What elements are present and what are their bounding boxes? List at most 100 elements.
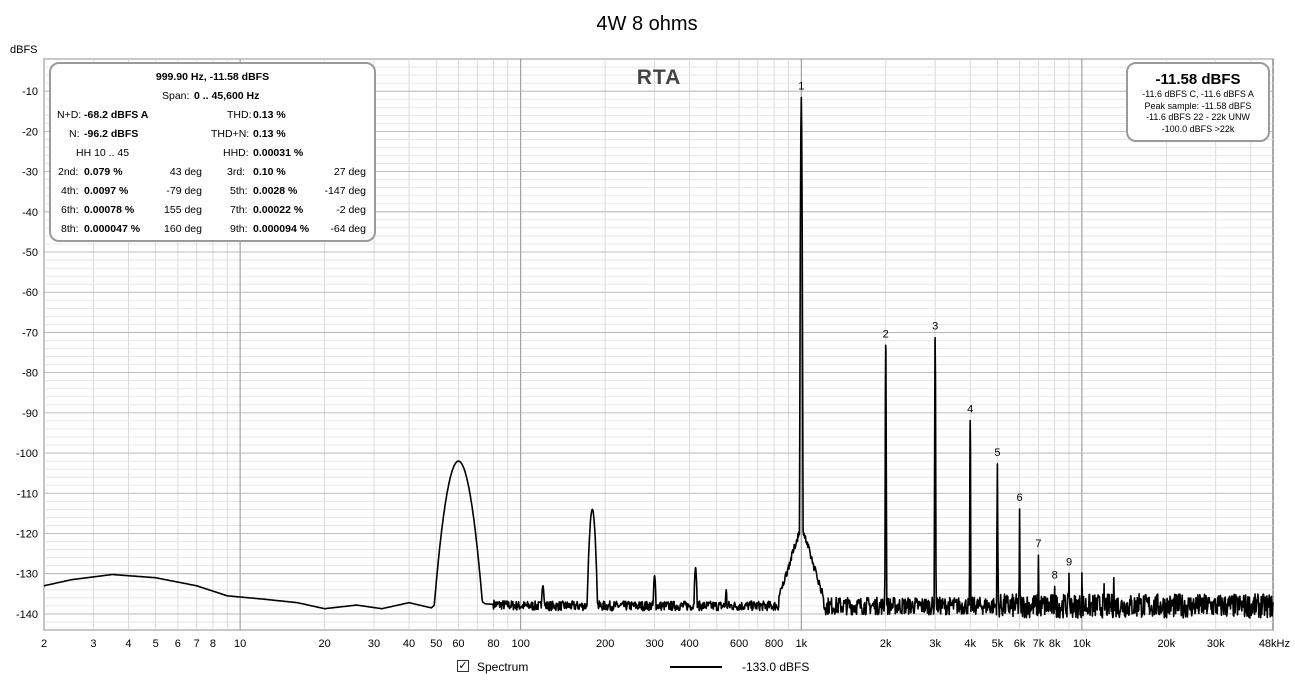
legend-line-swatch	[670, 666, 722, 668]
harmonic-row: 8th: 0.000047 % 160 deg 9th: 0.000094 % …	[51, 220, 374, 239]
harmonic-marker-label: 2	[883, 328, 889, 340]
y-tick-label: -50	[22, 247, 38, 259]
harmonic-phase: -79 deg	[166, 185, 202, 197]
y-tick-label: -100	[16, 448, 38, 460]
span-label: Span:	[162, 90, 190, 102]
x-tick-label: 30	[368, 638, 380, 650]
x-tick-label: 600	[730, 638, 748, 650]
y-tick-label: -60	[22, 287, 38, 299]
harmonic-label: 6th:	[61, 204, 79, 216]
harmonic-row: 6th: 0.00078 % 155 deg 7th: 0.00022 % -2…	[51, 201, 374, 220]
harmonic-row: 4th: 0.0097 % -79 deg 5th: 0.0028 % -147…	[51, 182, 374, 201]
harmonic-label: 2nd:	[58, 166, 79, 178]
x-tick-label: 3	[90, 638, 96, 650]
above-22k-readout: -100.0 dBFS >22k	[1161, 123, 1235, 134]
noise-label: N:	[69, 128, 80, 140]
x-tick-label: 40	[403, 638, 415, 650]
hh-range-label: HH 10 .. 45	[76, 147, 130, 159]
noise-value: -96.2 dBFS	[84, 128, 139, 140]
x-tick-label: 4k	[964, 638, 976, 650]
y-tick-label: -40	[22, 207, 38, 219]
minor-grid	[43, 58, 1273, 631]
legend-level-value: -133.0 dBFS	[742, 660, 810, 674]
y-tick-label: -110	[17, 488, 38, 500]
x-tick-label: 8k	[1049, 638, 1061, 650]
spectrum-series-line	[43, 96, 1274, 619]
x-tick-label: 48kHz	[1259, 638, 1290, 650]
level-main-readout: -11.58 dBFS	[1155, 71, 1241, 88]
harmonic-phase: -2 deg	[336, 204, 366, 216]
nd-value: -68.2 dBFS A	[84, 109, 149, 121]
fundamental-readout: 999.90 Hz, -11.58 dBFS	[155, 71, 270, 83]
x-tick-labels: 2 3 4 5 6 7 8 10 20 30 40 50 60 80 100 200 300 400 600 800 1…	[41, 638, 1290, 650]
y-tick-label: -130	[16, 569, 38, 581]
nd-label: N+D:	[57, 109, 82, 121]
harmonic-marker-label: 7	[1035, 538, 1041, 550]
harmonic-value: 0.10 %	[253, 166, 286, 178]
harmonic-marker-label: 8	[1052, 570, 1058, 582]
harmonic-value: 0.0028 %	[253, 185, 298, 197]
x-tick-label: 200	[596, 638, 614, 650]
y-tick-labels: -10 -20 -30 -40 -50 -60 -70 -80 -90 -100 -110 -120 -…	[16, 86, 38, 621]
thdn-label: THD+N:	[211, 128, 250, 140]
x-tick-label: 1k	[795, 638, 807, 650]
major-grid	[44, 59, 1273, 630]
harmonic-value: 0.000094 %	[253, 223, 310, 235]
y-tick-label: -140	[16, 609, 38, 621]
thd-label: THD:	[227, 109, 252, 121]
hhd-value: 0.00031 %	[253, 147, 304, 159]
y-tick-label: -80	[22, 368, 38, 380]
x-tick-label: 10k	[1073, 638, 1091, 650]
thdn-value: 0.13 %	[253, 128, 286, 140]
x-tick-label: 100	[512, 638, 530, 650]
legend: ✓ Spectrum -133.0 dBFS	[455, 658, 855, 678]
harmonic-phase: 27 deg	[333, 166, 366, 178]
harmonic-marker-label: 6	[1017, 492, 1023, 504]
level-meter-panel[interactable]: -11.58 dBFS -11.6 dBFS C, -11.6 dBFS A P…	[1126, 62, 1270, 142]
chart-title: 4W 8 ohms	[596, 13, 697, 35]
x-tick-label: 7k	[1033, 638, 1045, 650]
harmonic-value: 0.0097 %	[84, 185, 129, 197]
harmonic-row: 2nd: 0.079 % 43 deg 3rd: 0.10 % 27 deg	[51, 163, 374, 182]
x-tick-label: 8	[210, 638, 216, 650]
harmonic-phase: 155 deg	[164, 204, 202, 216]
x-tick-label: 5	[153, 638, 159, 650]
x-tick-label: 50	[430, 638, 442, 650]
x-tick-label: 2	[41, 638, 47, 650]
peak-sample-readout: Peak sample: -11.58 dBFS	[1144, 100, 1252, 111]
x-tick-label: 60	[452, 638, 464, 650]
span-value: 0 .. 45,600 Hz	[194, 90, 260, 102]
x-tick-label: 30k	[1207, 638, 1225, 650]
y-tick-label: -90	[22, 408, 38, 420]
harmonic-phase: 43 deg	[169, 166, 202, 178]
harmonic-label: 4th:	[61, 185, 79, 197]
x-tick-label: 80	[487, 638, 499, 650]
rta-watermark: RTA	[637, 66, 682, 89]
harmonic-label: 5th:	[230, 185, 248, 197]
unweighted-readout: -11.6 dBFS 22 - 22k UNW	[1146, 112, 1250, 122]
x-tick-label: 400	[680, 638, 698, 650]
harmonic-value: 0.000047 %	[84, 223, 141, 235]
y-tick-label: -120	[16, 528, 38, 540]
y-tick-label: -70	[22, 327, 38, 339]
harmonic-label: 3rd:	[227, 166, 246, 178]
spectrum-legend-label: Spectrum	[477, 660, 529, 674]
level-weighted-readout: -11.6 dBFS C, -11.6 dBFS A	[1142, 89, 1254, 99]
thd-value: 0.13 %	[253, 109, 286, 121]
x-tick-label: 5k	[992, 638, 1004, 650]
harmonic-markers: 1 2 3 4 5 6 7 89	[798, 81, 1072, 582]
harmonic-marker-label: 9	[1066, 556, 1072, 568]
harmonic-label: 9th:	[230, 223, 248, 235]
harmonic-value: 0.079 %	[84, 166, 123, 178]
harmonic-phase: -147 deg	[324, 185, 366, 197]
hhd-label: HHD:	[223, 147, 249, 159]
distortion-stats-panel[interactable]: 999.90 Hz, -11.58 dBFS Span: 0 .. 45,600…	[49, 62, 376, 242]
x-tick-label: 6k	[1014, 638, 1026, 650]
x-tick-label: 20	[318, 638, 330, 650]
x-tick-label: 800	[765, 638, 783, 650]
harmonic-label: 7th:	[230, 204, 248, 216]
spectrum-checkbox[interactable]: ✓	[457, 660, 469, 672]
y-tick-label: -20	[22, 126, 38, 138]
harmonic-label: 8th:	[61, 223, 79, 235]
